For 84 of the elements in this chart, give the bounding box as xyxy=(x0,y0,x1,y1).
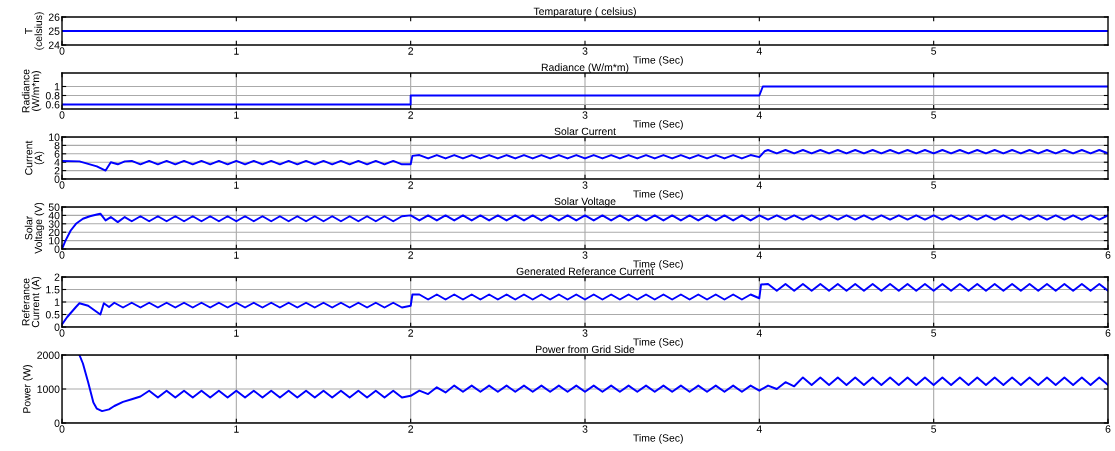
x-tick-label: 0 xyxy=(59,329,65,337)
x-tick-label: 5 xyxy=(931,251,937,259)
y-tick-label: 0 xyxy=(54,323,60,331)
y-tick-label: 50 xyxy=(48,203,60,211)
x-tick-label: 0 xyxy=(59,251,65,259)
y-axis-title: Solar Voltage (V) xyxy=(24,202,45,254)
chart-title: Power from Grid Side xyxy=(536,345,635,354)
y-tick-label: 1 xyxy=(54,298,60,306)
x-tick-label: 3 xyxy=(582,425,588,433)
x-tick-label: 4 xyxy=(756,181,762,189)
y-tick-label: 10 xyxy=(49,237,60,245)
x-tick-label: 3 xyxy=(582,251,588,259)
chart-title: Generated Referance Current xyxy=(516,267,654,276)
x-tick-label: 1 xyxy=(234,181,239,189)
y-tick-label: 2 xyxy=(54,273,60,281)
y-tick-label: 20 xyxy=(48,228,60,237)
x-axis-title: Time (Sec) xyxy=(633,434,683,444)
y-axis-title: Radiance (W/m*m) xyxy=(21,69,42,113)
x-tick-label: 6 xyxy=(1105,425,1111,433)
x-tick-label: 3 xyxy=(582,47,588,55)
y-tick-label: 40 xyxy=(48,211,60,220)
x-tick-label: 1 xyxy=(234,425,239,433)
x-tick-label: 4 xyxy=(756,425,762,433)
x-tick-label: 5 xyxy=(931,111,937,119)
x-tick-label: 2 xyxy=(408,181,414,189)
y-tick-label: 0 xyxy=(54,419,60,427)
y-tick-label: 10 xyxy=(49,133,60,141)
x-tick-label: 4 xyxy=(756,251,762,259)
x-tick-label: 2 xyxy=(408,251,414,259)
y-tick-label: 2 xyxy=(54,167,60,175)
y-axis-title: Current (A) xyxy=(25,140,45,175)
x-tick-label: 1 xyxy=(234,251,239,259)
x-tick-label: 0 xyxy=(59,111,65,119)
x-tick-label: 3 xyxy=(582,181,588,189)
y-axis-title: T (celsius) xyxy=(25,12,45,50)
x-tick-label: 3 xyxy=(582,111,588,119)
x-tick-label: 2 xyxy=(408,425,414,433)
line-series xyxy=(62,149,1108,172)
chart-title: Temparature ( celsius) xyxy=(533,7,636,18)
y-tick-label: 1.5 xyxy=(46,286,60,294)
x-tick-label: 0 xyxy=(59,181,65,189)
y-tick-label: 8 xyxy=(54,141,60,150)
x-tick-label: 5 xyxy=(931,47,937,55)
y-tick-label: 25 xyxy=(48,27,60,35)
x-axis-title: Time (Sec) xyxy=(633,120,683,130)
x-tick-label: 5 xyxy=(931,329,937,337)
x-tick-label: 4 xyxy=(756,47,762,55)
x-axis-title: Time (Sec) xyxy=(633,338,683,348)
chart-title: Solar Voltage xyxy=(554,197,616,208)
x-tick-label: 2 xyxy=(408,111,414,119)
y-tick-label: 1000 xyxy=(37,385,60,393)
x-tick-label: 2 xyxy=(408,47,414,55)
x-tick-label: 0 xyxy=(59,425,65,433)
x-tick-label: 1 xyxy=(234,329,239,337)
y-axis-title: Power (W) xyxy=(22,365,33,413)
y-tick-label: 24 xyxy=(48,41,60,49)
y-tick-label: 6 xyxy=(54,150,60,158)
x-axis-title: Time (Sec) xyxy=(633,56,683,66)
x-tick-label: 6 xyxy=(1105,251,1111,259)
x-tick-label: 4 xyxy=(756,111,762,119)
x-tick-label: 3 xyxy=(582,329,588,337)
x-tick-label: 0 xyxy=(59,47,65,55)
x-axis-title: Time (Sec) xyxy=(633,190,683,200)
x-tick-label: 5 xyxy=(931,425,937,433)
chart-title: Solar Current xyxy=(554,127,616,136)
y-tick-label: 0.8 xyxy=(45,92,60,100)
x-tick-label: 6 xyxy=(1105,329,1111,337)
y-axis-title: Referance Current (A) xyxy=(21,276,42,328)
y-tick-label: 4 xyxy=(54,158,60,166)
x-tick-label: 5 xyxy=(931,181,937,189)
line-series xyxy=(78,355,1108,413)
y-tick-label: 1 xyxy=(54,83,60,91)
y-tick-label: 0.5 xyxy=(45,311,60,319)
chart-title: Radiance (W/m*m) xyxy=(541,63,629,74)
x-tick-label: 1 xyxy=(234,111,239,119)
y-tick-label: 0.6 xyxy=(45,101,60,109)
y-tick-label: 0 xyxy=(54,175,60,183)
y-tick-label: 2000 xyxy=(37,351,60,359)
x-tick-label: 2 xyxy=(408,329,414,337)
y-tick-label: 30 xyxy=(48,220,60,228)
y-tick-label: 26 xyxy=(48,13,60,21)
x-tick-label: 1 xyxy=(234,47,239,55)
x-tick-label: 4 xyxy=(756,329,762,337)
y-tick-label: 0 xyxy=(54,245,60,253)
